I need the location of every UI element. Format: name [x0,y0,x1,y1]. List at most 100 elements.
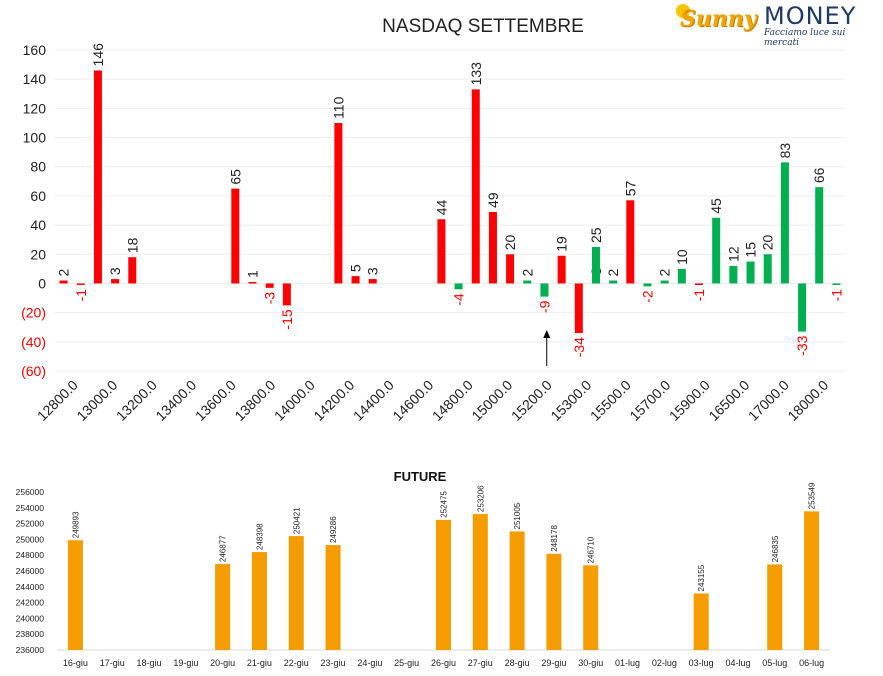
data-label: 249286 [329,516,338,543]
x-tick-label: 14400.0 [350,377,397,424]
y-tick-label: (40) [21,334,46,350]
bar-red [557,255,566,284]
x-tick-label: 27-giu [468,658,493,668]
bar-future [509,531,525,650]
bar-red [506,254,515,284]
data-label: 253206 [476,485,485,512]
data-label: 44 [433,199,449,215]
y-tick-label: 140 [23,71,47,87]
y-tick-label: 242000 [16,598,45,608]
data-label: 10 [674,249,690,265]
x-tick-label: 02-lug [652,658,677,668]
x-tick-label: 15700.0 [626,377,673,424]
bar-green [815,187,824,284]
bar-green [746,261,755,284]
data-label: -1 [73,289,89,302]
x-tick-label: 13400.0 [152,377,199,424]
bar-future [251,552,267,650]
bar-future [546,553,562,650]
x-tick-label: 13600.0 [192,377,239,424]
data-label: 250421 [292,507,301,534]
y-tick-label: 250000 [16,534,45,544]
x-tick-label: 29-giu [541,658,566,668]
data-label: 253549 [808,482,817,509]
bar-red [488,211,497,284]
data-label: 243155 [697,564,706,591]
data-label: 5 [348,264,364,272]
x-tick-label: 30-giu [578,658,603,668]
x-tick-label: 01-lug [615,658,640,668]
data-label: 246877 [219,535,228,562]
bar-future [215,564,231,650]
y-tick-label: 40 [30,217,46,233]
bar-red [231,188,240,284]
bar-green [832,283,841,285]
x-tick-label: 18-giu [137,658,162,668]
y-tick-label: 100 [23,130,47,146]
y-tick-label: 20 [30,246,46,262]
x-tick-label: 15200.0 [508,377,555,424]
x-tick-label: 13800.0 [231,377,278,424]
data-label: 66 [811,167,827,183]
data-label: 133 [468,62,484,86]
data-label: 251005 [513,502,522,529]
data-label: 1 [245,270,261,278]
x-tick-label: 21-giu [247,658,272,668]
y-tick-label: 252000 [16,519,45,529]
data-label: 2 [605,269,621,277]
data-label: 18 [124,237,140,253]
bar-red [282,283,291,306]
bar-green [660,280,669,284]
bar-red [334,122,343,284]
data-label: 57 [622,181,638,197]
y-tick-label: 60 [30,188,46,204]
bar-red [437,219,446,284]
data-label: 249893 [71,511,80,538]
x-tick-label: 20-giu [210,658,235,668]
bar-green [591,246,600,284]
sunny-money-logo: Sunny MONEY Facciamo luce sui mercati [676,2,878,48]
data-label: -1 [691,289,707,302]
x-tick-label: 16-giu [63,658,88,668]
data-label: 2 [519,269,535,277]
y-tick-label: 120 [23,100,47,116]
x-tick-label: 13000.0 [73,377,120,424]
data-label: 15 [743,242,759,258]
bar-red [626,200,635,284]
bar-green [712,217,721,284]
data-label: -15 [279,309,295,329]
x-tick-label: 15300.0 [547,377,594,424]
data-label: -9 [536,300,552,313]
x-tick-label: 05-lug [762,658,787,668]
bar-green [643,283,652,287]
x-tick-label: 25-giu [394,658,419,668]
bar-green [540,283,549,297]
x-tick-label: 14800.0 [429,377,476,424]
x-tick-label: 23-giu [321,658,346,668]
x-tick-label: 17-giu [100,658,125,668]
y-tick-label: 0 [38,275,46,291]
bar-future [472,514,488,650]
data-label: 19 [554,236,570,252]
chart-title: FUTURE [394,469,447,484]
data-label: 2 [657,269,673,277]
y-tick-label: 256000 [16,487,45,497]
bar-red [128,257,137,284]
data-label: -2 [640,290,656,303]
bar-red [368,279,377,284]
bar-red [93,70,102,284]
data-label: -3 [262,292,278,305]
x-tick-label: 03-lug [689,658,714,668]
bar-red [76,283,85,285]
bar-green [763,254,772,284]
bar-red [695,283,704,285]
bar-red [574,283,583,334]
y-tick-label: (20) [21,305,46,321]
data-label: 3 [365,267,381,275]
x-tick-label: 15900.0 [666,377,713,424]
bar-future [767,564,783,650]
bar-future [67,540,83,650]
data-label: 246710 [587,536,596,563]
